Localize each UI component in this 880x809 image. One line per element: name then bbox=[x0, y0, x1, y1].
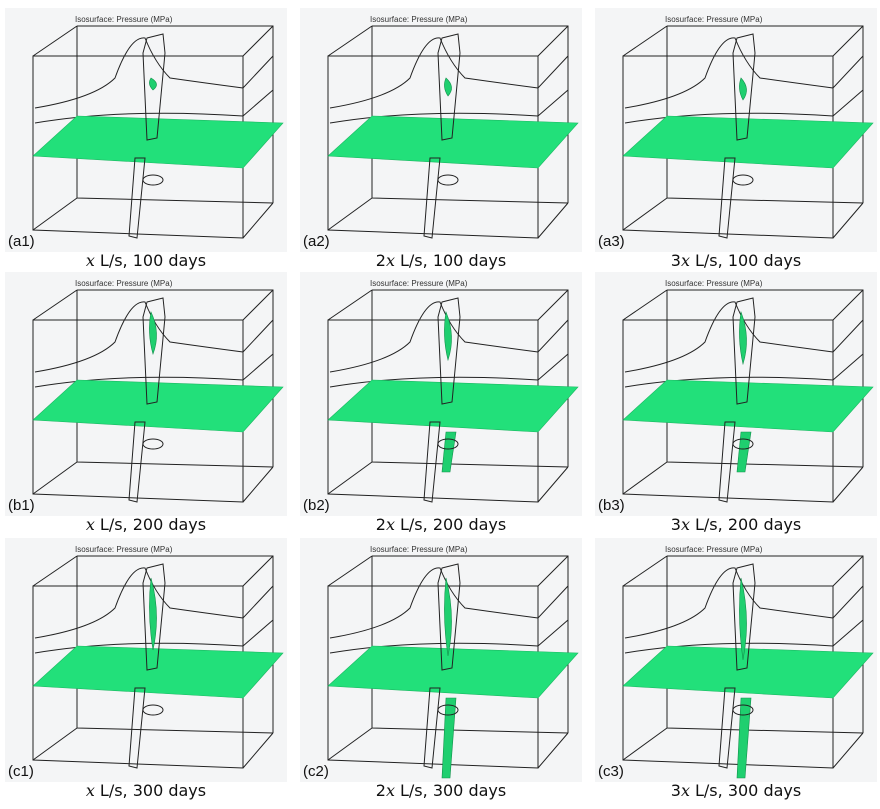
panel: Isosurface: Pressure (MPa) (c1) x L/s, 300 … bbox=[5, 538, 287, 800]
caption-rest: L/s, 200 days bbox=[100, 515, 206, 534]
isosurface-header: Isosurface: Pressure (MPa) bbox=[75, 545, 173, 554]
caption-variable: x bbox=[86, 251, 95, 270]
isosurface-header: Isosurface: Pressure (MPa) bbox=[665, 279, 763, 288]
panel-caption: x L/s, 100 days bbox=[86, 251, 206, 270]
caption-rest: L/s, 300 days bbox=[695, 781, 801, 800]
panel-caption: 2x L/s, 200 days bbox=[376, 515, 506, 534]
caption-rest: L/s, 100 days bbox=[100, 251, 206, 270]
panel-caption: 3x L/s, 200 days bbox=[671, 515, 801, 534]
isosurface-header: Isosurface: Pressure (MPa) bbox=[370, 15, 468, 24]
caption-prefix: 2 bbox=[376, 515, 386, 534]
caption-prefix: 2 bbox=[376, 251, 386, 270]
panel: Isosurface: Pressure (MPa) (b3) 3x L/s, 200… bbox=[595, 272, 877, 534]
caption-prefix: 2 bbox=[376, 781, 386, 800]
panel-label: (b1) bbox=[8, 497, 35, 514]
caption-variable: x bbox=[86, 515, 95, 534]
isosurface-header: Isosurface: Pressure (MPa) bbox=[75, 279, 173, 288]
caption-rest: L/s, 300 days bbox=[100, 781, 206, 800]
panel-label: (a2) bbox=[303, 233, 330, 250]
isosurface-header: Isosurface: Pressure (MPa) bbox=[665, 545, 763, 554]
panel-label: (a1) bbox=[8, 233, 35, 250]
isosurface-header: Isosurface: Pressure (MPa) bbox=[75, 15, 173, 24]
panel-caption: 2x L/s, 300 days bbox=[376, 781, 506, 800]
panel-label: (c1) bbox=[8, 763, 34, 780]
isosurface-header: Isosurface: Pressure (MPa) bbox=[370, 279, 468, 288]
panel-caption: 3x L/s, 300 days bbox=[671, 781, 801, 800]
panel-label: (c2) bbox=[303, 763, 329, 780]
panel: Isosurface: Pressure (MPa) (a2) 2x L/s, 100… bbox=[300, 8, 582, 270]
panel-caption: x L/s, 200 days bbox=[86, 515, 206, 534]
caption-variable: x bbox=[386, 781, 395, 800]
caption-rest: L/s, 200 days bbox=[695, 515, 801, 534]
caption-variable: x bbox=[86, 781, 95, 800]
panel-label: (a3) bbox=[598, 233, 625, 250]
panel-label: (b3) bbox=[598, 497, 625, 514]
panel: Isosurface: Pressure (MPa) (a1) x L/s, 100 … bbox=[5, 8, 287, 270]
caption-rest: L/s, 100 days bbox=[695, 251, 801, 270]
figure: Isosurface: Pressure (MPa) (a1) x L/s, 100 … bbox=[0, 0, 880, 809]
panel-caption: 2x L/s, 100 days bbox=[376, 251, 506, 270]
panel-caption: 3x L/s, 100 days bbox=[671, 251, 801, 270]
caption-rest: L/s, 300 days bbox=[400, 781, 506, 800]
panel: Isosurface: Pressure (MPa) (b1) x L/s, 200 … bbox=[5, 272, 287, 534]
panel: Isosurface: Pressure (MPa) (c3) 3x L/s, 300… bbox=[595, 538, 877, 800]
caption-prefix: 3 bbox=[671, 515, 681, 534]
caption-prefix: 3 bbox=[671, 251, 681, 270]
isosurface-header: Isosurface: Pressure (MPa) bbox=[665, 15, 763, 24]
panel: Isosurface: Pressure (MPa) (b2) 2x L/s, 200… bbox=[300, 272, 582, 534]
caption-variable: x bbox=[386, 251, 395, 270]
caption-prefix: 3 bbox=[671, 781, 681, 800]
isosurface-header: Isosurface: Pressure (MPa) bbox=[370, 545, 468, 554]
panel: Isosurface: Pressure (MPa) (c2) 2x L/s, 300… bbox=[300, 538, 582, 800]
panel-caption: x L/s, 300 days bbox=[86, 781, 206, 800]
caption-variable: x bbox=[681, 781, 690, 800]
panel-label: (b2) bbox=[303, 497, 330, 514]
caption-variable: x bbox=[386, 515, 395, 534]
caption-rest: L/s, 100 days bbox=[400, 251, 506, 270]
panel: Isosurface: Pressure (MPa) (a3) 3x L/s, 100… bbox=[595, 8, 877, 270]
caption-variable: x bbox=[681, 515, 690, 534]
panel-label: (c3) bbox=[598, 763, 624, 780]
caption-variable: x bbox=[681, 251, 690, 270]
caption-rest: L/s, 200 days bbox=[400, 515, 506, 534]
